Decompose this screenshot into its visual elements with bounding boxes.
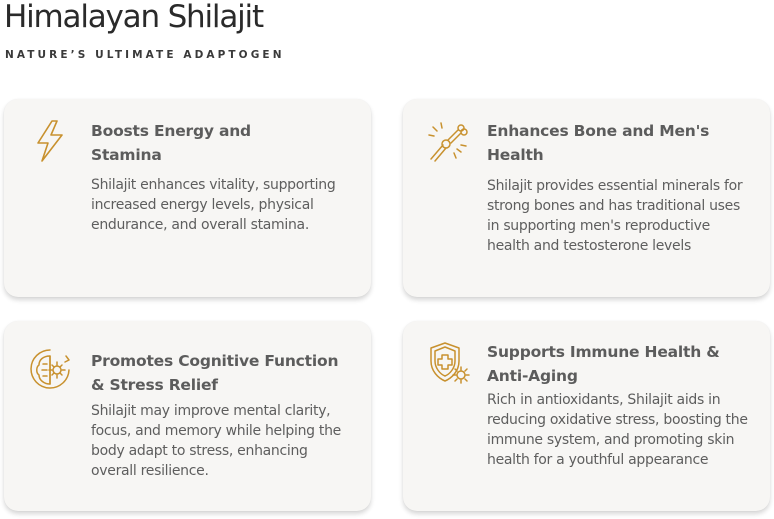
benefit-description: Shilajit enhances vitality, supporting i…	[91, 177, 336, 233]
brain-gear-icon	[26, 346, 74, 394]
benefit-title: Promotes Cognitive Function & Stress Rel…	[91, 352, 339, 394]
benefit-card-immune: Supports Immune Health & Anti-Aging Rich…	[403, 321, 770, 511]
benefit-description: Shilajit provides essential minerals for…	[487, 178, 743, 254]
joint-bone-icon	[423, 117, 471, 165]
shield-plus-gear-icon	[425, 339, 473, 387]
benefit-title: Boosts Energy and Stamina	[91, 122, 251, 164]
page-subtitle: NATURE’S ULTIMATE ADAPTOGEN	[5, 49, 285, 61]
benefit-card-cognitive: Promotes Cognitive Function & Stress Rel…	[4, 321, 371, 511]
page-title: Himalayan Shilajit	[4, 0, 264, 35]
benefit-description: Shilajit may improve mental clarity, foc…	[91, 403, 341, 479]
benefit-card-energy: Boosts Energy and Stamina Shilajit enhan…	[4, 99, 371, 297]
lightning-bolt-icon	[26, 117, 74, 165]
benefit-card-bone-health: Enhances Bone and Men's Health Shilajit …	[403, 99, 770, 297]
benefit-title: Enhances Bone and Men's Health	[487, 122, 710, 164]
benefit-title: Supports Immune Health & Anti-Aging	[487, 343, 720, 385]
benefit-description: Rich in antioxidants, Shilajit aids in r…	[487, 392, 748, 468]
